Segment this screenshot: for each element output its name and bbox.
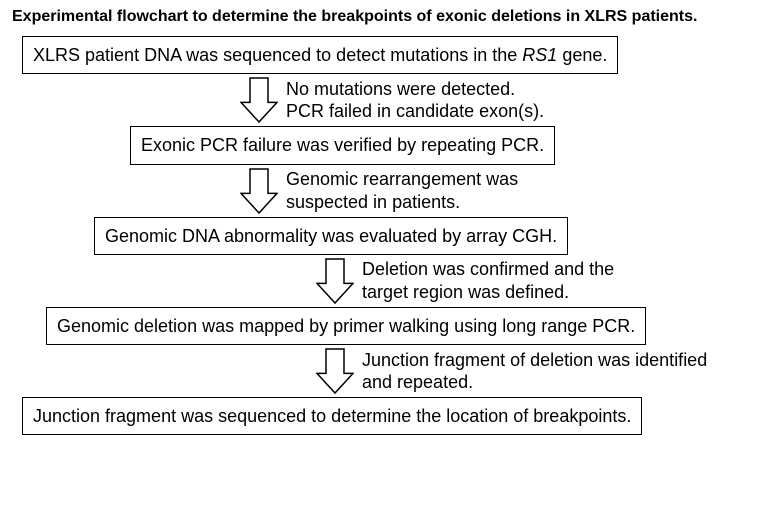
flowchart-body: XLRS patient DNA was sequenced to detect… (10, 36, 750, 435)
connector-label: Deletion was confirmed and thetarget reg… (362, 258, 614, 303)
flowchart-container: Experimental flowchart to determine the … (0, 0, 760, 455)
down-arrow-icon (240, 76, 278, 124)
flow-connector: Genomic rearrangement wassuspected in pa… (240, 167, 750, 215)
connector-label: Junction fragment of deletion was identi… (362, 349, 707, 394)
flow-step-row: Exonic PCR failure was verified by repea… (130, 126, 750, 164)
flow-step-box: Exonic PCR failure was verified by repea… (130, 126, 555, 164)
flow-connector: No mutations were detected.PCR failed in… (240, 76, 750, 124)
flow-step-row: Genomic deletion was mapped by primer wa… (46, 307, 750, 345)
connector-label: Genomic rearrangement wassuspected in pa… (286, 168, 518, 213)
flow-connector: Junction fragment of deletion was identi… (316, 347, 750, 395)
flow-step-row: Genomic DNA abnormality was evaluated by… (94, 217, 750, 255)
flowchart-title: Experimental flowchart to determine the … (12, 8, 750, 26)
flow-step-box: Junction fragment was sequenced to deter… (22, 397, 642, 435)
flow-step-box: XLRS patient DNA was sequenced to detect… (22, 36, 618, 74)
down-arrow-icon (316, 257, 354, 305)
down-arrow-icon (240, 167, 278, 215)
flow-step-row: Junction fragment was sequenced to deter… (22, 397, 750, 435)
down-arrow-icon (316, 347, 354, 395)
flow-connector: Deletion was confirmed and thetarget reg… (316, 257, 750, 305)
flow-step-box: Genomic deletion was mapped by primer wa… (46, 307, 646, 345)
flow-step-row: XLRS patient DNA was sequenced to detect… (22, 36, 750, 74)
flow-step-box: Genomic DNA abnormality was evaluated by… (94, 217, 568, 255)
connector-label: No mutations were detected.PCR failed in… (286, 78, 544, 123)
